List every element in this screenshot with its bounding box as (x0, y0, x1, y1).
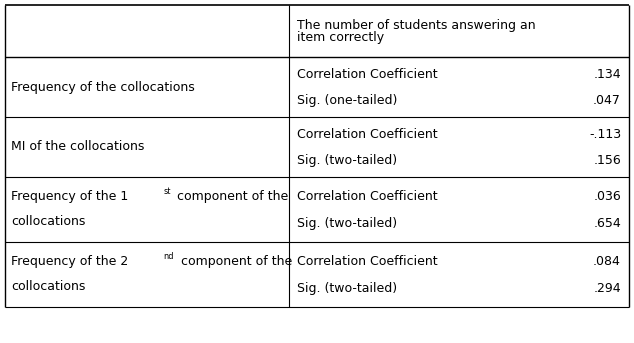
Text: component of the: component of the (177, 255, 292, 268)
Text: Correlation Coefficient: Correlation Coefficient (297, 69, 437, 82)
Text: MI of the collocations: MI of the collocations (11, 141, 145, 154)
Text: .084: .084 (593, 255, 621, 268)
Text: st: st (164, 187, 171, 196)
Text: Correlation Coefficient: Correlation Coefficient (297, 190, 437, 203)
Text: The number of students answering an: The number of students answering an (297, 19, 536, 32)
Text: Sig. (two-tailed): Sig. (two-tailed) (297, 154, 397, 167)
Text: Frequency of the 2: Frequency of the 2 (11, 255, 128, 268)
Text: item correctly: item correctly (297, 32, 384, 45)
Text: Frequency of the 1: Frequency of the 1 (11, 190, 128, 203)
Text: .156: .156 (593, 154, 621, 167)
Text: -.113: -.113 (589, 129, 621, 142)
Text: Sig. (two-tailed): Sig. (two-tailed) (297, 282, 397, 295)
Text: collocations: collocations (11, 280, 86, 293)
Text: Sig. (one-tailed): Sig. (one-tailed) (297, 94, 398, 107)
Text: collocations: collocations (11, 215, 86, 228)
Text: .134: .134 (593, 69, 621, 82)
Text: .654: .654 (593, 217, 621, 230)
Text: Correlation Coefficient: Correlation Coefficient (297, 255, 437, 268)
Text: .047: .047 (593, 94, 621, 107)
Text: nd: nd (164, 252, 174, 261)
Text: .294: .294 (593, 282, 621, 295)
Text: Correlation Coefficient: Correlation Coefficient (297, 129, 437, 142)
Text: component of the: component of the (173, 190, 288, 203)
Text: Frequency of the collocations: Frequency of the collocations (11, 81, 195, 94)
Text: Sig. (two-tailed): Sig. (two-tailed) (297, 217, 397, 230)
Text: .036: .036 (593, 190, 621, 203)
